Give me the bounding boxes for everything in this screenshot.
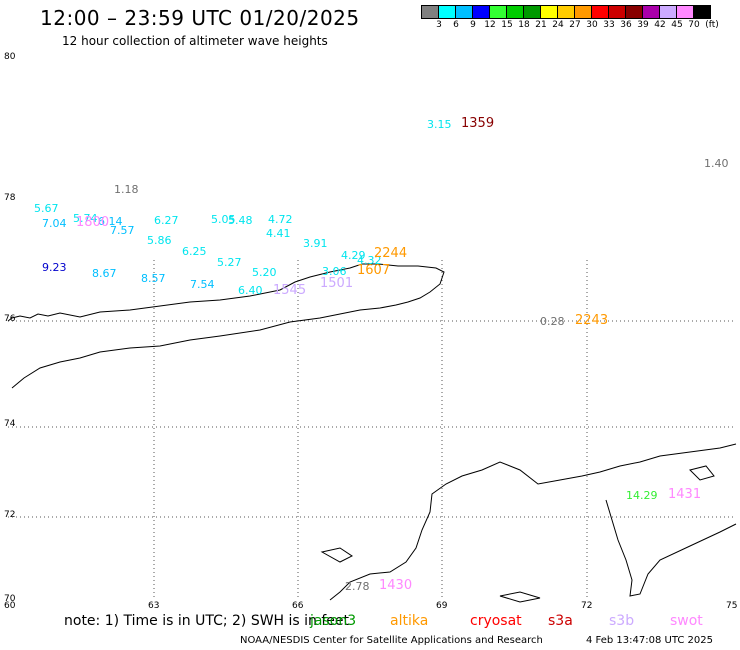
wave-height-obs: 3.15 [427, 118, 452, 131]
pass-time-label: 2244 [374, 246, 408, 261]
lat-label: 76 [4, 314, 16, 324]
pass-time-label: 1430 [379, 578, 413, 593]
wave-height-obs: 3.06 [322, 265, 347, 278]
wave-height-obs: 7.54 [190, 278, 215, 291]
satellite-legend-swot: swot [670, 613, 703, 629]
footer-timestamp: 4 Feb 13:47:08 UTC 2025 [586, 635, 713, 646]
scale-label: 39 [637, 20, 649, 30]
scale-label: 3 [436, 20, 442, 30]
satellite-legend-altika: altika [390, 613, 429, 629]
coastline [7, 263, 737, 603]
lat-label: 72 [4, 510, 16, 520]
coastline-islet [320, 547, 353, 563]
pass-time-label: 1545 [273, 283, 307, 298]
wave-height-obs: 3.91 [303, 237, 328, 250]
pass-time-label: 2243 [575, 313, 609, 328]
wave-height-obs: 7.04 [42, 217, 67, 230]
lon-label: 75 [726, 601, 738, 611]
coastline-islet [499, 591, 541, 603]
scale-label: 42 [654, 20, 666, 30]
wave-height-obs: 5.67 [34, 202, 59, 215]
satellite-legend-s3b: s3b [609, 613, 635, 629]
pass-time-label: 1431 [668, 487, 702, 502]
wave-height-obs: 4.41 [266, 227, 291, 240]
pass-time-label: 1501 [320, 276, 354, 291]
wave-height-obs: 4.29 [341, 249, 366, 262]
wave-height-obs: 0.28 [540, 315, 565, 328]
scale-label: 30 [586, 20, 598, 30]
scale-label: 18 [518, 20, 530, 30]
coastline-islet [689, 465, 715, 481]
wave-height-obs: 6.14 [98, 215, 123, 228]
lat-label: 80 [4, 52, 16, 62]
lon-label: 66 [292, 601, 304, 611]
wave-height-color-scale: 3 6 9 12 15 18 21 24 27 30 33 36 39 42 4… [421, 5, 740, 31]
wave-height-obs: 14.29 [626, 489, 658, 502]
lat-label: 70 [4, 594, 16, 604]
lon-label: 63 [148, 601, 160, 611]
wave-height-obs: 8.57 [141, 272, 166, 285]
wave-height-obs: 8.67 [92, 267, 117, 280]
scale-label: 45 [671, 20, 683, 30]
wave-height-obs: 5.20 [252, 266, 277, 279]
color-scale-swatches [421, 5, 740, 19]
pass-time-label: 1607 [357, 263, 391, 278]
satellite-legend-s3a: s3a [548, 613, 573, 629]
wave-height-obs: 1.18 [114, 183, 139, 196]
color-scale-labels: 3 6 9 12 15 18 21 24 27 30 33 36 39 42 4… [421, 19, 740, 31]
units-note: note: 1) Time is in UTC; 2) SWH is in fe… [64, 613, 350, 629]
wave-height-obs: 4.32 [357, 254, 382, 267]
wave-height-obs: 6.25 [182, 245, 207, 258]
scale-label: 6 [453, 20, 459, 30]
scale-label: 33 [603, 20, 615, 30]
scale-label: 21 [535, 20, 547, 30]
wave-height-obs: 5.74 [73, 212, 98, 225]
scale-label: (ft) [705, 20, 719, 30]
wave-height-obs: 4.72 [268, 213, 293, 226]
wave-height-obs: 5.05 [211, 213, 236, 226]
page-subtitle: 12 hour collection of altimeter wave hei… [62, 34, 328, 48]
scale-label: 27 [569, 20, 581, 30]
wave-height-obs: 5.86 [147, 234, 172, 247]
scale-label: 70 [688, 20, 700, 30]
wave-height-obs: 7.57 [110, 224, 135, 237]
wave-height-obs: 6.27 [154, 214, 179, 227]
pass-time-label: 1800 [76, 215, 110, 230]
wave-height-obs: 9.23 [42, 261, 67, 274]
lat-label: 78 [4, 193, 16, 203]
wave-height-obs: 5.48 [228, 214, 253, 227]
lat-label: 74 [4, 419, 16, 429]
page-title: 12:00 – 23:59 UTC 01/20/2025 [40, 6, 360, 30]
scale-label: 15 [501, 20, 513, 30]
coastline-north-island [7, 263, 445, 389]
satellite-legend-cryosat: cryosat [470, 613, 522, 629]
wave-height-obs: 1.40 [704, 157, 729, 170]
scale-label: 36 [620, 20, 632, 30]
scale-label: 9 [470, 20, 476, 30]
wave-height-obs: 6.40 [238, 284, 263, 297]
wave-height-obs: 2.78 [345, 580, 370, 593]
lon-label: 60 [4, 601, 16, 611]
lat-lon-grid [8, 260, 735, 600]
coastline-south-island [329, 443, 737, 601]
scale-swatch [693, 5, 711, 19]
wave-height-obs: 5.27 [217, 256, 242, 269]
scale-label: 12 [484, 20, 496, 30]
lon-label: 69 [436, 601, 448, 611]
scale-label: 24 [552, 20, 564, 30]
coastline-south-peninsula [605, 499, 737, 597]
pass-time-label: 1359 [461, 116, 495, 131]
lon-label: 72 [581, 601, 593, 611]
footer-credit: NOAA/NESDIS Center for Satellite Applica… [240, 635, 543, 646]
satellite-legend-jason3: jason3 [310, 613, 357, 629]
